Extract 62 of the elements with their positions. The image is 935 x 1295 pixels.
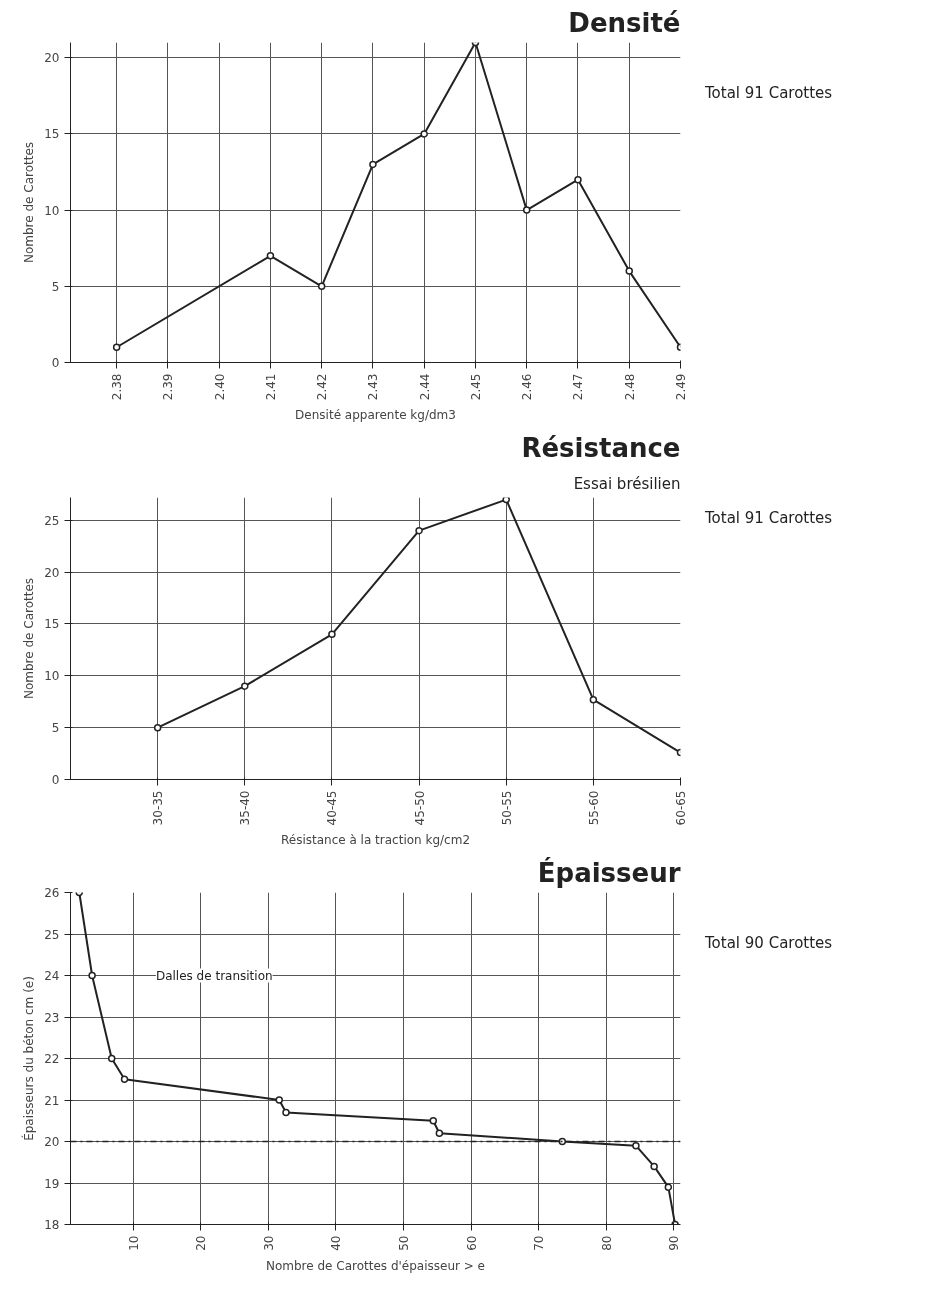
x-tick-label: 2.42 (315, 373, 330, 401)
x-tick-label: 2.44 (417, 373, 432, 401)
text: Total 91 Carottes (705, 83, 833, 104)
x-tick-label: 2.46 (520, 373, 535, 401)
chart-title: Résistance (521, 432, 681, 463)
chart-title: Densité (568, 7, 681, 38)
x-tick-label: 20 (194, 1235, 209, 1251)
x-tick-label: 2.45 (468, 373, 483, 401)
y-axis-title: Nombre de Carottes (22, 141, 37, 264)
x-tick-label: 2.38 (110, 373, 125, 401)
x-tick-label: 60 (464, 1235, 479, 1251)
y-axis-title: Épaisseurs du béton cm (e) (21, 976, 37, 1141)
y-tick-label: 18 (44, 1218, 60, 1232)
y-tick-label: 0 (51, 773, 60, 787)
y-tick-label: 10 (44, 669, 60, 684)
y-axis-title: Nombre de Carottes (22, 577, 37, 700)
chart-subtitle: Essai brésilien (573, 474, 681, 493)
y-tick-label: 26 (44, 886, 60, 900)
x-tick-label: 2.49 (674, 373, 688, 401)
y-tick-label: 25 (44, 927, 60, 942)
y-tick-label: 20 (44, 565, 60, 580)
x-tick-label: 30 (261, 1235, 276, 1251)
y-tick-label: 5 (51, 279, 60, 294)
y-tick-label: 25 (44, 513, 60, 528)
y-tick-label: 15 (44, 127, 60, 142)
x-tick-label: 50-55 (499, 790, 514, 826)
x-tick-label: 40 (329, 1235, 344, 1251)
x-tick-label: 2.41 (263, 373, 278, 401)
y-tick-label: 15 (44, 617, 60, 632)
x-tick-label: 2.43 (366, 373, 381, 401)
y-tick-label: 5 (51, 721, 60, 736)
x-axis-title: Nombre de Carottes d'épaisseur > e (266, 1258, 486, 1273)
x-tick-label: 80 (599, 1235, 614, 1251)
y-tick-label: 20 (44, 51, 60, 66)
y-tick-label: 0 (51, 356, 60, 370)
x-tick-label: 90 (667, 1235, 682, 1251)
x-tick-label: 35-40 (238, 790, 253, 826)
x-tick-label: 30-35 (151, 790, 166, 826)
x-tick-label: 2.48 (622, 373, 637, 401)
y-tick-label: 19 (44, 1176, 60, 1191)
x-tick-label: 2.39 (161, 373, 176, 401)
text: Total 90 Carottes (705, 933, 833, 954)
chart-title: Épaisseur (537, 856, 681, 888)
y-tick-label: 22 (44, 1052, 60, 1066)
annotation: Dalles de transition (155, 968, 273, 983)
x-tick-label: 40-45 (325, 790, 340, 826)
x-tick-label: 2.40 (212, 373, 227, 401)
x-tick-label: 10 (126, 1235, 141, 1251)
y-tick-label: 24 (44, 969, 60, 983)
x-axis-title: Densité apparente kg/dm3 (295, 408, 456, 423)
y-tick-label: 10 (44, 203, 60, 218)
y-tick-label: 21 (44, 1093, 60, 1108)
y-tick-label: 23 (44, 1010, 60, 1025)
x-tick-label: 45-50 (412, 790, 427, 826)
y-tick-label: 20 (44, 1135, 60, 1149)
x-tick-label: 55-60 (586, 790, 601, 826)
x-tick-label: 60-65 (674, 790, 688, 826)
x-tick-label: 2.47 (571, 373, 586, 401)
x-tick-label: 50 (397, 1235, 412, 1251)
x-axis-title: Résistance à la traction kg/cm2 (280, 833, 471, 848)
text: Total 91 Carottes (705, 508, 833, 529)
x-tick-label: 70 (532, 1235, 547, 1251)
